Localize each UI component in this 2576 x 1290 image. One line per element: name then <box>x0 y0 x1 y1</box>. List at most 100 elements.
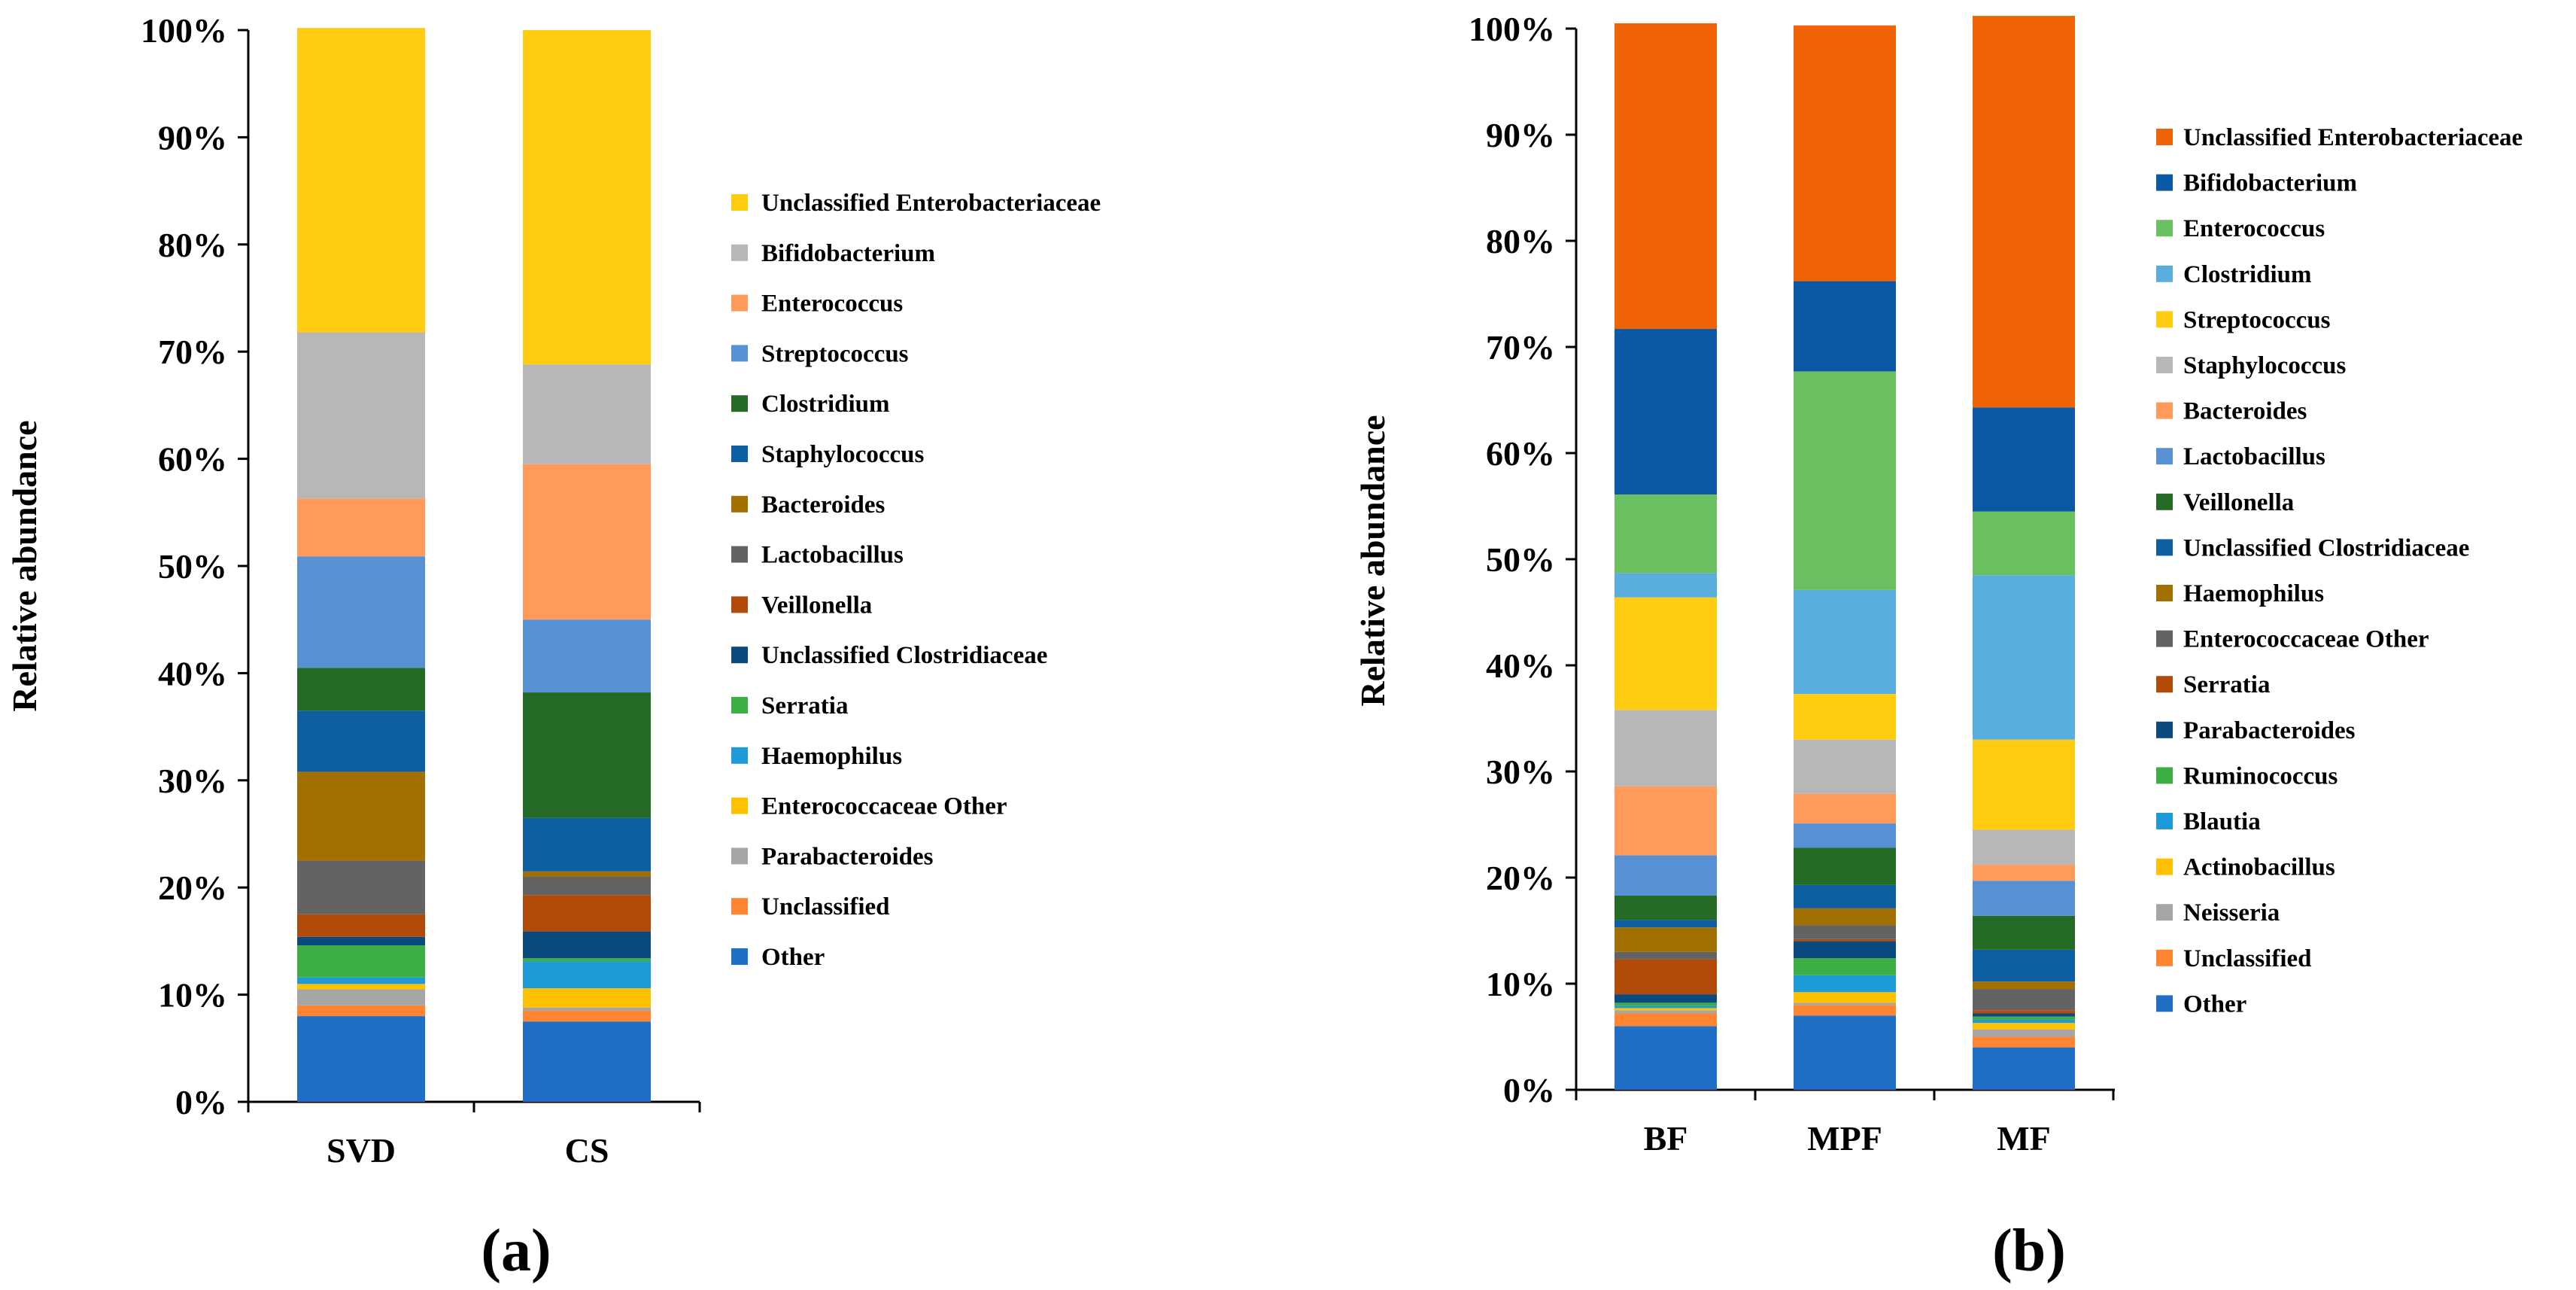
legend-label: Clostridium <box>2183 261 2312 288</box>
legend-swatch <box>731 294 748 312</box>
legend-swatch <box>731 194 748 211</box>
bar-segment-mpf-unclassified <box>1794 1005 1896 1016</box>
legend-label: Lactobacillus <box>2183 443 2325 470</box>
x-tick-label: BF <box>1644 1119 1688 1158</box>
bar-segment-cs-bacteroides <box>523 871 651 877</box>
bar-segment-svd-unclassified-enterobacteriaceae <box>297 28 425 333</box>
bar-segment-cs-enterococcaceae-other <box>523 988 651 1008</box>
bar-segment-mf-bifidobacterium <box>1973 407 2075 512</box>
bar-segment-mf-enterococcus <box>1973 511 2075 576</box>
bar-segment-mf-blautia <box>1973 1019 2075 1024</box>
bar-segment-mpf-actinobacillus <box>1794 992 1896 1003</box>
legend-swatch <box>731 697 748 713</box>
bar-segment-cs-unclassified <box>523 1010 651 1022</box>
legend-swatch <box>2156 767 2173 784</box>
legend-label: Streptococcus <box>761 340 909 367</box>
bar-segment-mpf-haemophilus <box>1794 908 1896 926</box>
legend-swatch <box>2156 357 2173 373</box>
legend-swatch <box>2156 813 2173 829</box>
legend-label: Bifidobacterium <box>761 240 935 267</box>
y-tick-label: 90% <box>1486 116 1555 154</box>
legend-swatch <box>2156 448 2173 465</box>
y-tick-label: 50% <box>1486 540 1555 579</box>
y-tick-label: 10% <box>1486 965 1555 1003</box>
legend-swatch <box>731 395 748 412</box>
bar-segment-cs-lactobacillus <box>523 876 651 896</box>
bar-segment-mf-lactobacillus <box>1973 881 2075 916</box>
bar-segment-mf-clostridium <box>1973 575 2075 740</box>
bar-segment-bf-streptococcus <box>1615 597 1717 710</box>
bar-segment-svd-bifidobacterium <box>297 332 425 499</box>
bar-segment-bf-haemophilus <box>1615 927 1717 952</box>
panel-label: (a) <box>481 1218 551 1284</box>
bar-segment-cs-staphylococcus <box>523 817 651 872</box>
legend-label: Ruminococcus <box>2183 762 2338 790</box>
x-tick-label: MF <box>1997 1119 2051 1158</box>
legend-label: Serratia <box>2183 671 2270 698</box>
y-tick-label: 100% <box>1469 10 1555 48</box>
legend-label: Actinobacillus <box>2183 854 2335 881</box>
legend-label: Staphylococcus <box>2183 352 2347 379</box>
legend-swatch <box>2156 402 2173 419</box>
bar-segment-cs-parabacteroides <box>523 1007 651 1011</box>
legend-label: Unclassified Enterobacteriaceae <box>2183 124 2523 151</box>
bar-segment-bf-other <box>1615 1026 1717 1090</box>
y-tick-label: 90% <box>158 118 227 157</box>
legend-swatch <box>731 847 748 865</box>
legend-swatch <box>2156 539 2173 556</box>
bar-segment-svd-serratia <box>297 945 425 978</box>
legend-swatch <box>731 495 748 513</box>
bar-segment-bf-actinobacillus <box>1615 1008 1717 1011</box>
legend-label: Enterococcaceae Other <box>761 793 1007 820</box>
bar-segment-svd-enterococcus <box>297 498 425 557</box>
bar-segment-svd-streptococcus <box>297 556 425 668</box>
bar-segment-svd-parabacteroides <box>297 989 425 1006</box>
bar-segment-bf-parabacteroides <box>1615 994 1717 1003</box>
legend-label: Clostridium <box>761 391 890 418</box>
y-tick-label: 40% <box>1486 647 1555 685</box>
legend-label: Neisseria <box>2183 899 2280 926</box>
bar-segment-bf-neisseria <box>1615 1010 1717 1014</box>
bar-segment-mf-veillonella <box>1973 915 2075 950</box>
bar-segment-svd-bacteroides <box>297 771 425 861</box>
legend-label: Parabacteroides <box>2183 717 2356 744</box>
bar-segment-svd-enterococcaceae-other <box>297 984 425 990</box>
bar-segment-mf-staphylococcus <box>1973 829 2075 866</box>
bar-segment-bf-unclassified <box>1615 1013 1717 1027</box>
bar-segment-bf-clostridium <box>1615 573 1717 598</box>
legend-swatch <box>2156 265 2173 282</box>
y-tick-label: 40% <box>158 654 227 692</box>
legend-swatch <box>731 596 748 613</box>
legend-swatch <box>731 948 748 965</box>
legend-label: Enterococcus <box>761 291 903 318</box>
legend-swatch <box>2156 721 2173 738</box>
legend-swatch <box>731 647 748 664</box>
bar-segment-cs-unclassified-enterobacteriaceae <box>523 30 651 365</box>
bar-segment-mf-streptococcus <box>1973 739 2075 830</box>
bar-segment-bf-unclassified-enterobacteriaceae <box>1615 23 1717 330</box>
bar-segment-svd-haemophilus <box>297 977 425 984</box>
legend-label: Unclassified Clostridiaceae <box>761 642 1047 669</box>
bar-segment-bf-bacteroides <box>1615 786 1717 856</box>
y-tick-label: 80% <box>1486 222 1555 260</box>
legend-label: Serratia <box>761 692 848 720</box>
legend-label: Staphylococcus <box>761 441 925 468</box>
bar-segment-cs-clostridium <box>523 692 651 818</box>
legend-swatch <box>731 898 748 915</box>
bar-segment-svd-lactobacillus <box>297 860 425 914</box>
bar-segment-mf-unclassified-enterobacteriaceae <box>1973 16 2075 408</box>
x-tick-label: MPF <box>1807 1119 1882 1158</box>
bar-segment-mpf-bacteroides <box>1794 793 1896 824</box>
legend-swatch <box>2156 311 2173 328</box>
bar-segment-cs-streptococcus <box>523 619 651 693</box>
bar-segment-mpf-lactobacillus <box>1794 823 1896 848</box>
legend-swatch <box>731 747 748 764</box>
legend-swatch <box>731 797 748 814</box>
bar-segment-mf-neisseria <box>1973 1029 2075 1037</box>
bar-segment-cs-serratia <box>523 958 651 962</box>
bar-segment-bf-unclassified-clostridiaceae <box>1615 920 1717 928</box>
legend-swatch <box>2156 676 2173 693</box>
legend-label: Veillonella <box>761 592 872 619</box>
bar-segment-bf-lactobacillus <box>1615 855 1717 896</box>
